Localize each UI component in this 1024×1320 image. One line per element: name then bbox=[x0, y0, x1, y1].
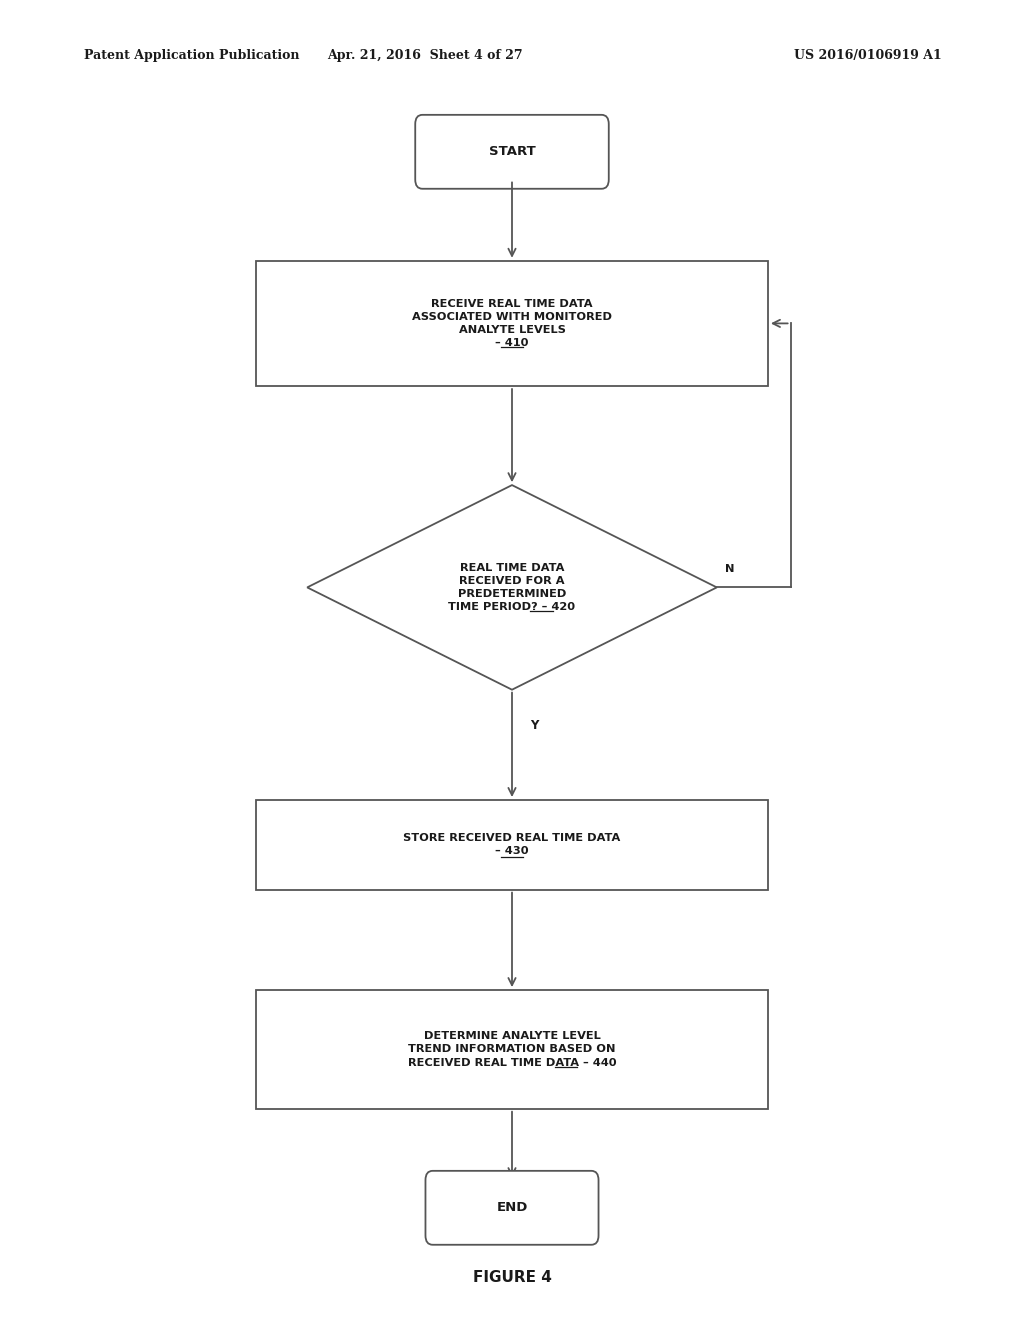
Text: REAL TIME DATA
RECEIVED FOR A
PREDETERMINED
TIME PERIOD? – 420: REAL TIME DATA RECEIVED FOR A PREDETERMI… bbox=[449, 562, 575, 612]
Text: STORE RECEIVED REAL TIME DATA
– 430: STORE RECEIVED REAL TIME DATA – 430 bbox=[403, 833, 621, 857]
FancyBboxPatch shape bbox=[426, 1171, 598, 1245]
Text: US 2016/0106919 A1: US 2016/0106919 A1 bbox=[795, 49, 942, 62]
Bar bbox=[256, 261, 768, 385]
Bar bbox=[256, 800, 768, 890]
Text: Patent Application Publication: Patent Application Publication bbox=[84, 49, 299, 62]
Text: Y: Y bbox=[530, 718, 539, 731]
FancyBboxPatch shape bbox=[416, 115, 608, 189]
Polygon shape bbox=[307, 484, 717, 689]
Text: Apr. 21, 2016  Sheet 4 of 27: Apr. 21, 2016 Sheet 4 of 27 bbox=[327, 49, 523, 62]
Text: FIGURE 4: FIGURE 4 bbox=[472, 1270, 552, 1286]
Text: END: END bbox=[497, 1201, 527, 1214]
Text: DETERMINE ANALYTE LEVEL
TREND INFORMATION BASED ON
RECEIVED REAL TIME DATA – 440: DETERMINE ANALYTE LEVEL TREND INFORMATIO… bbox=[408, 1031, 616, 1068]
Text: START: START bbox=[488, 145, 536, 158]
Text: RECEIVE REAL TIME DATA
ASSOCIATED WITH MONITORED
ANALYTE LEVELS
– 410: RECEIVE REAL TIME DATA ASSOCIATED WITH M… bbox=[412, 298, 612, 348]
Text: N: N bbox=[725, 564, 734, 574]
Bar bbox=[256, 990, 768, 1109]
